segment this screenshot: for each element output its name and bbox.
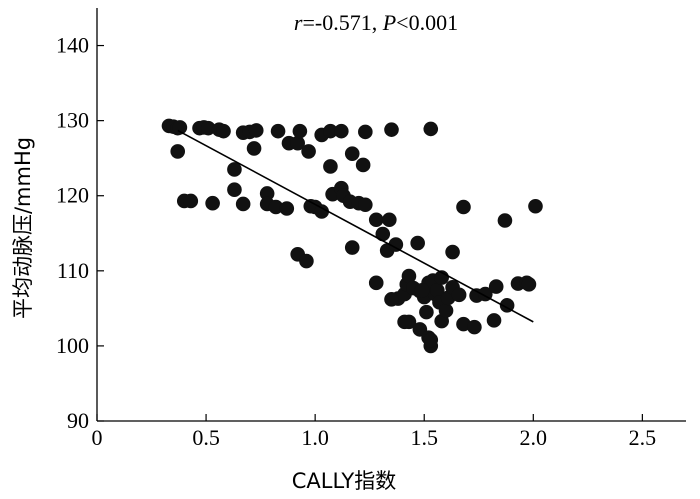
plot-area bbox=[161, 118, 543, 354]
data-point bbox=[268, 199, 284, 215]
data-point bbox=[183, 193, 199, 209]
data-point bbox=[488, 279, 504, 294]
data-point bbox=[423, 121, 439, 137]
data-point bbox=[358, 197, 373, 213]
y-tick-label: 90 bbox=[67, 408, 89, 433]
data-point bbox=[355, 157, 371, 173]
y-axis-title: 平均动脉压/mmHg bbox=[11, 137, 35, 319]
x-axis-title: CALLY指数 bbox=[292, 469, 396, 493]
data-point bbox=[200, 120, 216, 136]
data-point bbox=[314, 204, 329, 219]
y-tick-label: 110 bbox=[57, 258, 89, 283]
y-tick-label: 130 bbox=[56, 108, 89, 133]
data-point bbox=[375, 226, 391, 242]
data-point bbox=[227, 182, 242, 198]
data-point bbox=[388, 237, 404, 252]
data-point bbox=[368, 275, 384, 291]
data-point bbox=[246, 141, 262, 156]
x-tick-label: 2.5 bbox=[629, 425, 657, 450]
data-point bbox=[323, 159, 338, 174]
data-point bbox=[301, 144, 316, 159]
data-point bbox=[270, 123, 286, 139]
data-point bbox=[334, 123, 349, 139]
data-point bbox=[216, 123, 231, 139]
regression-line bbox=[177, 129, 534, 323]
y-axis-ticks: 90 100 110 120 130 140 bbox=[56, 33, 104, 433]
x-tick-label: 2.0 bbox=[520, 425, 548, 450]
data-point bbox=[382, 212, 397, 228]
data-point bbox=[323, 123, 338, 139]
data-point bbox=[292, 123, 308, 139]
data-point bbox=[259, 186, 275, 201]
y-tick-label: 100 bbox=[56, 333, 89, 358]
data-point bbox=[172, 120, 188, 135]
correlation-annotation: r=-0.571, P<0.001 bbox=[294, 10, 458, 35]
y-tick-label: 140 bbox=[56, 33, 89, 58]
data-point bbox=[384, 122, 399, 137]
data-point bbox=[438, 303, 454, 318]
data-point bbox=[401, 268, 417, 284]
data-point bbox=[235, 196, 251, 212]
data-point bbox=[423, 332, 439, 348]
data-point bbox=[205, 195, 220, 211]
x-tick-label: 1.5 bbox=[410, 425, 438, 450]
data-point bbox=[227, 162, 242, 177]
data-point bbox=[445, 244, 460, 260]
data-point bbox=[414, 283, 430, 298]
data-point bbox=[248, 123, 264, 138]
y-tick-label: 120 bbox=[56, 183, 89, 208]
data-point bbox=[344, 146, 360, 161]
data-point bbox=[170, 144, 186, 159]
data-point bbox=[419, 304, 434, 320]
data-point bbox=[430, 283, 445, 298]
data-point bbox=[521, 277, 537, 292]
data-point bbox=[358, 124, 373, 140]
data-point bbox=[299, 253, 314, 269]
x-tick-label: 0.5 bbox=[192, 425, 220, 450]
data-point bbox=[344, 240, 360, 255]
data-point bbox=[384, 292, 399, 307]
data-point bbox=[451, 287, 467, 303]
data-point bbox=[497, 213, 513, 228]
data-point bbox=[410, 235, 425, 251]
data-points bbox=[161, 118, 543, 354]
x-tick-label: 1.0 bbox=[301, 425, 329, 450]
data-point bbox=[397, 314, 412, 330]
data-point bbox=[290, 135, 305, 151]
x-axis-ticks: 0 0.5 1.0 1.5 2.0 2.5 bbox=[92, 414, 657, 450]
data-point bbox=[528, 198, 543, 214]
data-point bbox=[486, 313, 502, 328]
data-point bbox=[456, 199, 471, 215]
data-point bbox=[368, 212, 384, 228]
data-point bbox=[279, 201, 295, 216]
x-tick-label: 0 bbox=[92, 425, 103, 450]
data-point bbox=[467, 319, 482, 335]
